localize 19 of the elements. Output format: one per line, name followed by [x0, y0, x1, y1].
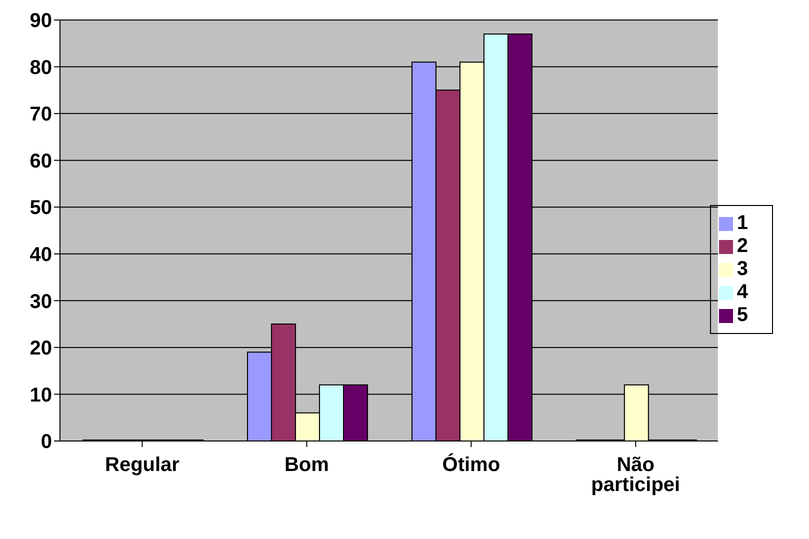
legend-label: 2: [736, 235, 748, 257]
legend-label: 1: [736, 212, 748, 234]
y-tick-label: 70: [30, 104, 52, 126]
y-tick-label: 0: [40, 431, 52, 454]
y-tick-label: 20: [30, 338, 52, 360]
y-tick-label: 50: [30, 197, 52, 220]
y-tick-label: 60: [30, 150, 52, 172]
y-tick-label: 90: [30, 10, 52, 32]
x-tick-label: Bom: [284, 454, 329, 476]
legend-label: 4: [736, 281, 748, 303]
x-tick-label: Não participei: [591, 454, 680, 496]
x-tick-label: Ótimo: [442, 453, 500, 476]
y-tick-label: 40: [30, 244, 52, 266]
legend-label: 5: [736, 304, 748, 326]
legend-label: 3: [736, 258, 748, 280]
x-tick-label: Regular: [105, 454, 180, 476]
y-tick-label: 30: [30, 290, 52, 313]
y-tick-label: 10: [30, 384, 52, 406]
y-tick-label: 80: [30, 56, 52, 79]
